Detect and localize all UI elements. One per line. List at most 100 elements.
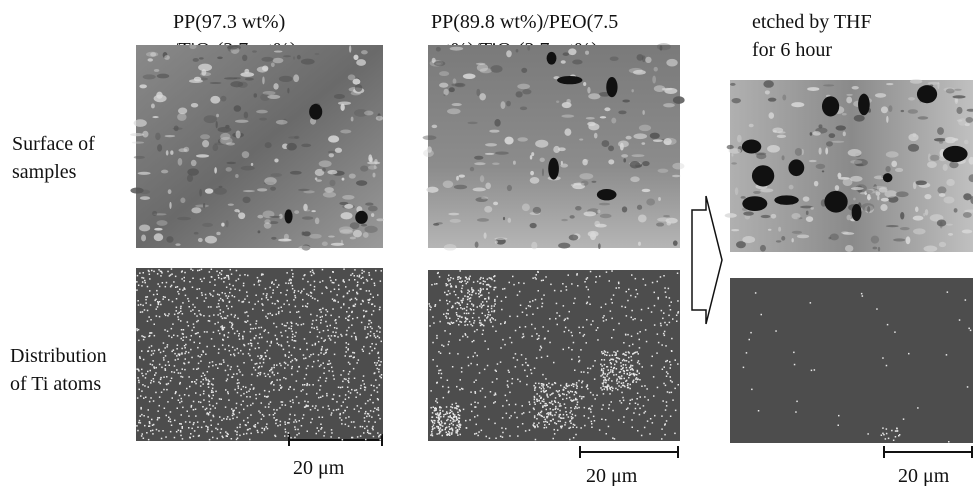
ti-dot [449, 323, 451, 325]
ti-dot [179, 402, 181, 404]
surface-speck [771, 214, 777, 219]
ti-dot [660, 276, 662, 278]
ti-dot [533, 409, 535, 411]
ti-dot [188, 415, 190, 417]
ti-dot [458, 303, 460, 305]
ti-dot [367, 327, 369, 329]
ti-dot [364, 389, 366, 391]
ti-dot [349, 356, 351, 358]
ti-dot [312, 384, 314, 386]
ti-dot [882, 357, 884, 359]
ti-dot [320, 397, 322, 399]
ti-dot [292, 273, 294, 275]
ti-dot [266, 350, 268, 352]
ti-dot [164, 297, 166, 299]
surface-speck [854, 115, 865, 122]
ti-dot [373, 436, 375, 438]
ti-dot [948, 441, 950, 443]
ti-dot [291, 374, 293, 376]
ti-dot [223, 281, 225, 283]
ti-dot [322, 417, 324, 419]
surface-speck [654, 85, 665, 92]
ti-dot [355, 298, 357, 300]
ti-dot [203, 315, 205, 317]
ti-dot [495, 331, 497, 333]
ti-dot [272, 292, 274, 294]
ti-dot [368, 433, 370, 435]
ti-dot [555, 409, 557, 411]
ti-dot [252, 328, 254, 330]
ti-dot [617, 357, 619, 359]
ti-dot [596, 330, 598, 332]
ti-dot [493, 289, 495, 291]
surface-speck [363, 232, 369, 238]
ti-dot [448, 431, 450, 433]
ti-dot [230, 369, 232, 371]
ti-dot [163, 342, 165, 344]
ti-dot [608, 385, 610, 387]
ti-dot [141, 369, 143, 371]
ti-dot [311, 275, 313, 277]
ti-dot [181, 398, 183, 400]
ti-dot [621, 383, 623, 385]
surface-speck [934, 138, 946, 141]
ti-dot [229, 322, 231, 324]
surface-speck [608, 159, 614, 164]
ti-dot [265, 355, 267, 357]
surface-speck [368, 154, 372, 162]
ti-dot [170, 411, 172, 413]
ti-dot [631, 274, 633, 276]
ti-dot [242, 374, 244, 376]
ti-dot [317, 329, 319, 331]
ti-dot [631, 368, 633, 370]
ti-dot [572, 414, 574, 416]
ti-dot [662, 318, 664, 320]
surface-speck [807, 87, 819, 91]
ti-dot [250, 404, 252, 406]
ti-dot [256, 363, 258, 365]
ti-dot [345, 286, 347, 288]
surface-speck [210, 82, 222, 84]
ti-dot [634, 375, 636, 377]
ti-dot [882, 427, 884, 429]
ti-dot [364, 383, 366, 385]
ti-dot [201, 294, 203, 296]
ti-dot [614, 354, 616, 356]
ti-dot [640, 396, 642, 398]
ti-dot [606, 386, 608, 388]
ti-dot [313, 353, 315, 355]
ti-dot [320, 317, 322, 319]
ti-dot [370, 326, 372, 328]
ti-dot [179, 354, 181, 356]
row-label: samples [12, 161, 77, 183]
ti-dot [441, 373, 443, 375]
ti-dot [368, 272, 370, 274]
ti-dot [626, 367, 628, 369]
ti-dot [322, 280, 324, 282]
ti-dot [258, 280, 260, 282]
ti-dot [469, 291, 471, 293]
ti-dot [368, 320, 370, 322]
surface-speck [520, 106, 527, 110]
ti-dot [277, 343, 279, 345]
ti-dot [370, 293, 372, 295]
ti-dot [273, 284, 275, 286]
ti-dot [532, 300, 534, 302]
ti-dot [227, 378, 229, 380]
ti-dot [965, 299, 967, 301]
ti-dot [169, 275, 171, 277]
ti-dot [601, 368, 603, 370]
surface-speck [156, 220, 167, 226]
ti-dot [239, 426, 241, 428]
ti-dot [573, 399, 575, 401]
ti-dot [571, 416, 573, 418]
ti-dot [331, 429, 333, 431]
ti-dot [535, 387, 537, 389]
surface-speck [631, 154, 644, 157]
ti-dot [513, 357, 515, 359]
ti-dot [306, 393, 308, 395]
ti-dot [677, 363, 679, 365]
ti-dot [549, 387, 551, 389]
ti-dot [232, 324, 234, 326]
row-label: of Ti atoms [10, 373, 101, 395]
